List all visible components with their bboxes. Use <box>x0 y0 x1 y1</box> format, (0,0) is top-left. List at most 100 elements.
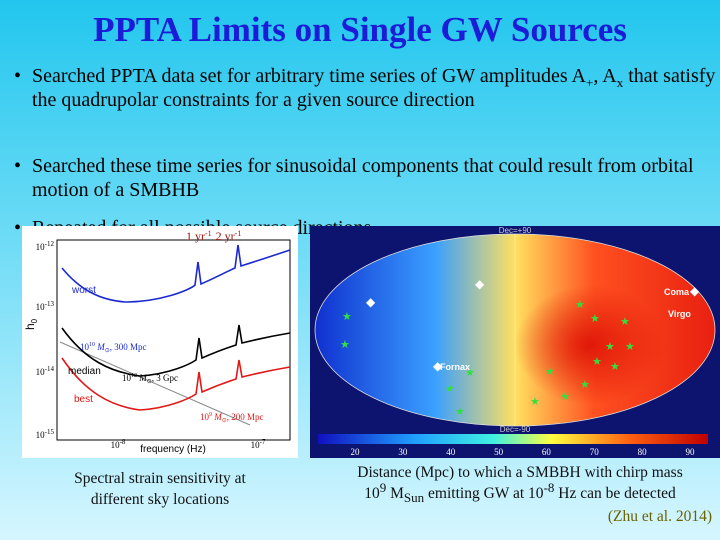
text: Distance (Mpc) to which a SMBBH with chi… <box>357 464 683 481</box>
right-caption: Distance (Mpc) to which a SMBBH with chi… <box>320 462 720 504</box>
curve-annotation: 109 M⊙, 200 Mpc <box>200 412 264 424</box>
citation: (Zhu et al. 2014) <box>607 508 712 525</box>
star: ★ <box>605 341 615 353</box>
text: , 200 Mpc <box>227 412 264 422</box>
text: -12 <box>45 240 55 248</box>
star: ★ <box>625 341 635 353</box>
y-tick-label: 10-14 <box>36 365 55 377</box>
text: 10 <box>36 302 46 312</box>
axes-frame <box>56 239 291 441</box>
text: , 3 Gpc <box>152 373 178 383</box>
text: h <box>23 323 37 330</box>
colorbar-tick-label: 30 <box>398 447 408 457</box>
text: 10 <box>122 373 132 383</box>
text: 10 <box>36 242 46 252</box>
text: , 300 Mpc <box>110 342 147 352</box>
colorbar-tick-label: 40 <box>446 447 456 457</box>
map-label: Fornax <box>440 362 470 372</box>
text: 10 <box>364 485 380 502</box>
text: 2 yr <box>216 229 235 243</box>
star: ★ <box>455 406 465 418</box>
star: ★ <box>590 313 600 325</box>
text: Spectral strain sensitivity at <box>74 470 246 487</box>
text: -8 <box>543 479 555 495</box>
colorbar <box>318 434 708 444</box>
star: ★ <box>580 379 590 391</box>
text: 10 <box>36 367 46 377</box>
star: ★ <box>342 311 352 323</box>
text: M <box>386 485 404 502</box>
text: -15 <box>45 428 55 436</box>
slide-title: PPTA Limits on Single GW Sources <box>93 10 627 49</box>
diamond: ◆ <box>690 284 700 298</box>
text: 1 yr <box>186 229 205 243</box>
plot-background <box>22 226 298 458</box>
bullet: Searched PPTA data set for arbitrary tim… <box>14 64 720 112</box>
map-label: Dec=+90 <box>499 226 532 235</box>
curve-label: worst <box>71 285 96 296</box>
text: , A <box>593 65 617 87</box>
text: 9 <box>379 479 387 495</box>
text: -14 <box>45 365 55 373</box>
y-axis-label: h0 <box>23 318 39 330</box>
text: 10 <box>200 412 210 422</box>
text: x <box>616 75 624 90</box>
y-tick-label: 10-13 <box>36 300 55 312</box>
text: that satisfy the quadrupolar constraints… <box>32 65 716 111</box>
curve-label: median <box>68 366 101 377</box>
text: different sky locations <box>90 491 230 508</box>
worst-curve <box>61 244 291 303</box>
text: ⊙ <box>222 418 227 424</box>
sky-map-hotspot <box>515 285 665 405</box>
diamond: ◆ <box>366 295 376 309</box>
text: + <box>586 75 594 90</box>
text: M <box>95 342 105 352</box>
colorbar-tick-label: 80 <box>638 447 648 457</box>
text: 9 <box>209 412 212 418</box>
star: ★ <box>592 356 602 368</box>
star: ★ <box>530 396 540 408</box>
x-tick-label: 10-8 <box>111 438 126 450</box>
star: ★ <box>575 299 585 311</box>
star: ★ <box>445 383 455 395</box>
x-axis-label: frequency (Hz) <box>140 444 206 455</box>
diamonds: ◆ ◆ ◆ ◆ <box>366 277 700 373</box>
text: -1 <box>235 229 242 238</box>
colorbar-tick-label: 70 <box>590 447 600 457</box>
star: ★ <box>620 316 630 328</box>
star: ★ <box>545 366 555 378</box>
curve-annotation: 1010 M⊙, 300 Mpc <box>80 342 147 354</box>
text: ⊙ <box>147 379 152 385</box>
text: 10 <box>111 440 121 450</box>
curve-label: best <box>74 394 93 405</box>
text: 10 <box>251 440 261 450</box>
text: 10 <box>36 430 46 440</box>
bullet: Searched these time series for sinusoida… <box>14 154 720 202</box>
y-tick-label: 10-12 <box>36 240 55 252</box>
text: -1 <box>205 229 212 238</box>
star: ★ <box>340 339 350 351</box>
diamond: ◆ <box>475 277 485 291</box>
star: ★ <box>610 361 620 373</box>
colorbar-tick-label: 60 <box>542 447 552 457</box>
text: 0 <box>30 318 39 323</box>
text: -13 <box>45 300 55 308</box>
star: ★ <box>560 391 570 403</box>
text: Hz can be detected <box>554 485 676 502</box>
stars: ★★ ★★ ★★ ★ ★ ★ ★ ★ ★ ★★ ★★ <box>340 299 635 418</box>
text: Searched these time series for sinusoida… <box>32 155 694 201</box>
text: 10 <box>89 342 95 348</box>
frequency-marker: 1 yr-1 2 yr-1 <box>186 229 241 243</box>
best-curve <box>61 357 291 411</box>
text: M <box>137 373 147 383</box>
text: ⊙ <box>105 348 110 354</box>
colorbar-tick-label: 90 <box>686 447 696 457</box>
text: 10 <box>80 342 90 352</box>
colorbar-tick-label: 20 <box>351 447 361 457</box>
y-tick-label: 10-15 <box>36 428 55 440</box>
curve-annotation: 1012 M⊙, 3 Gpc <box>122 373 178 385</box>
reference-line <box>59 341 251 426</box>
text: -7 <box>260 438 266 446</box>
